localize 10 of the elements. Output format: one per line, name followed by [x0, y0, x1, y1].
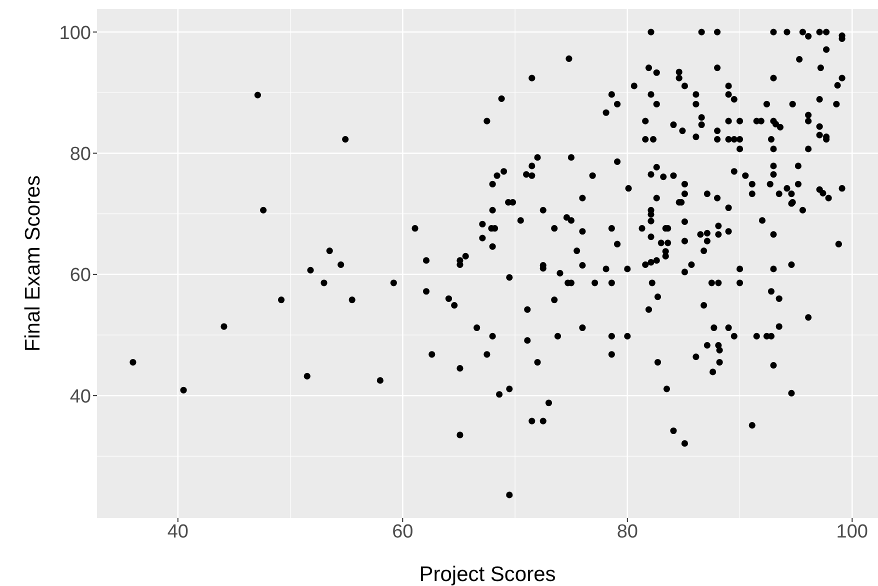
x-tick-label: 40 [167, 521, 188, 542]
y-tick-label: 60 [70, 265, 91, 286]
x-tick-label: 100 [836, 521, 868, 542]
y-tick-label: 100 [59, 22, 91, 44]
x-axis-title: Project Scores [419, 562, 556, 586]
y-tick-label: 40 [70, 386, 91, 408]
x-tick-label: 60 [392, 521, 414, 542]
x-tick-label: 80 [616, 521, 638, 542]
y-axis-title: Final Exam Scores [21, 175, 44, 352]
y-tick-label: 80 [70, 144, 91, 165]
